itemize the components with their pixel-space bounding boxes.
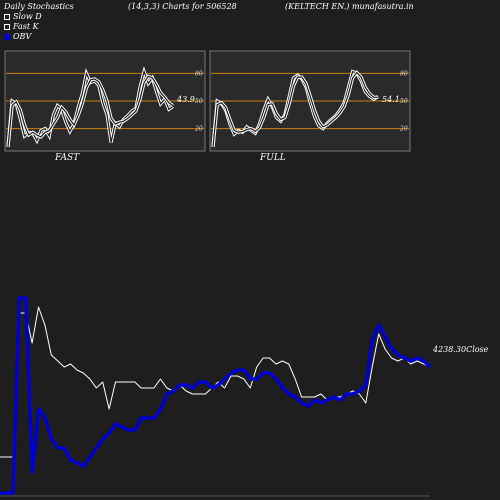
chart-title: Daily Stochastics — [4, 2, 74, 11]
obv-line — [0, 296, 432, 495]
fast-k-swatch — [4, 23, 10, 30]
full-panel-label: FULL — [260, 153, 286, 163]
company-label: (KELTECH EN.) munafasutra.in — [285, 2, 414, 11]
fast-panel-label: FAST — [55, 153, 80, 163]
chart-params: (14,3,3) Charts for 506528 — [128, 2, 237, 11]
legend-item-fast-k: Fast K — [4, 22, 39, 31]
full-series-line-1 — [212, 71, 378, 148]
legend-item-obv: OBV — [4, 32, 31, 41]
legend-label: Fast K — [13, 22, 39, 31]
obv-swatch — [4, 33, 10, 40]
fast-level-label: 50 — [195, 98, 203, 105]
fast-series-line-1 — [7, 75, 174, 148]
full-last-value: 54.1 — [382, 95, 400, 104]
legend-label: OBV — [13, 32, 32, 41]
full-level-label: 50 — [400, 98, 408, 105]
full-level-label: 80 — [400, 70, 408, 77]
fast-last-value: 43.9 — [176, 95, 195, 104]
legend-item-slow-d: Slow D — [4, 12, 42, 21]
legend-label: Slow D — [13, 12, 42, 21]
full-level-label: 20 — [399, 126, 408, 133]
fast-level-label: 20 — [194, 126, 203, 133]
slow-d-swatch — [4, 13, 10, 20]
fast-level-label: 80 — [195, 70, 203, 77]
close-value-label: 4238.30Close — [432, 345, 489, 354]
